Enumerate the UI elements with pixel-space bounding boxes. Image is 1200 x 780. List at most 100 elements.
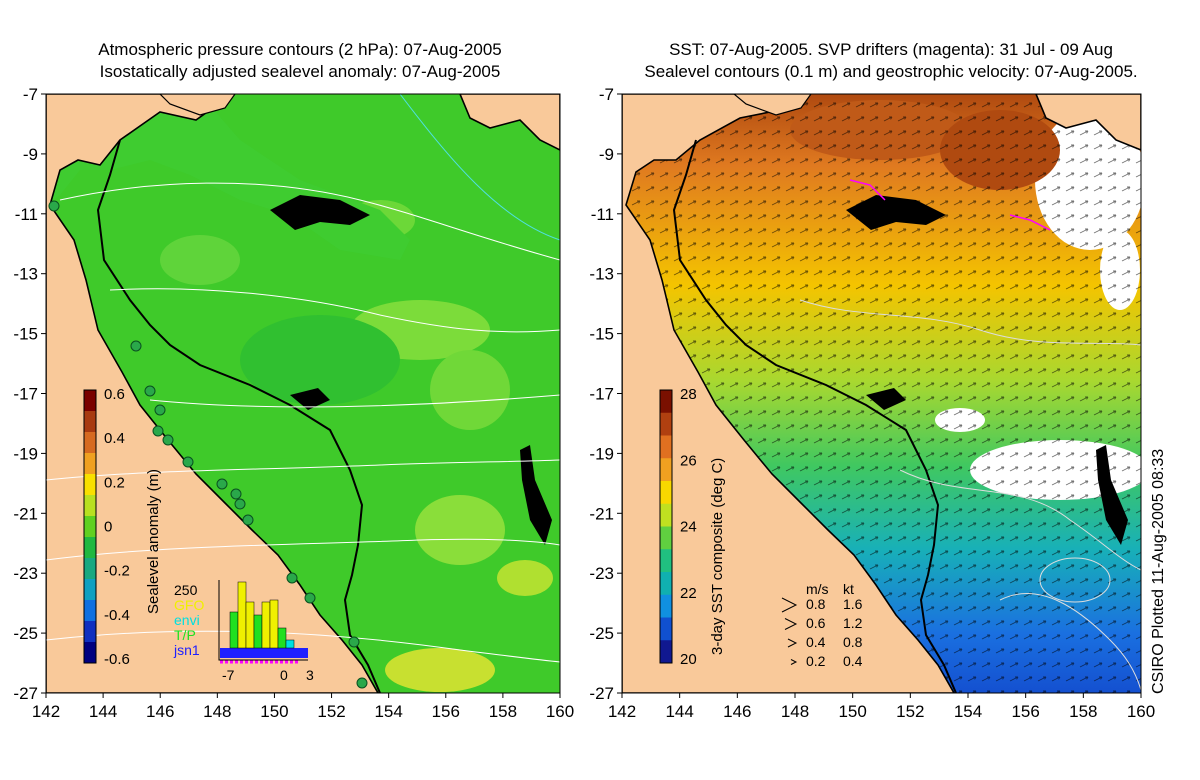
anomaly-blob [497, 560, 553, 596]
colorbar-tick-label: 22 [680, 585, 697, 602]
pressure-contour [46, 630, 560, 663]
y-tick-label: -17 [589, 385, 614, 404]
tide-gauge [216, 478, 228, 490]
velocity-legend: m/s kt 0.8 1.6 0.6 1.2 0.4 0.8 0.2 0.4 [781, 581, 863, 669]
tide-gauge [154, 404, 166, 416]
right-title-line1: SST: 07-Aug-2005. SVP drifters (magenta)… [669, 40, 1113, 59]
colorbar-tick-label: 24 [680, 519, 697, 536]
y-tick-label: -13 [589, 265, 614, 284]
colorbar-tick-label: 0.6 [104, 386, 125, 403]
y-tick-label: -19 [13, 444, 38, 463]
tide-gauge [356, 677, 368, 689]
inset-x-tick: 0 [280, 667, 288, 683]
right-map-field [622, 94, 1141, 693]
velocity-legend-kt: 1.6 [843, 596, 863, 612]
anomaly-blob [415, 495, 505, 565]
y-tick-label: -15 [13, 325, 38, 344]
colorbar-band [660, 412, 672, 436]
colorbar-band [84, 432, 96, 454]
right-map-title: SST: 07-Aug-2005. SVP drifters (magenta)… [596, 39, 1186, 83]
pressure-contour [149, 394, 560, 408]
island [270, 195, 370, 230]
x-tick-label: 160 [546, 702, 574, 721]
left-colorbar-ticks: 0.6 0.4 0.2 0 -0.2 -0.4 -0.6 [104, 386, 130, 668]
colorbar-band [660, 526, 672, 550]
tide-gauge [348, 636, 360, 648]
tide-gauge [130, 340, 142, 352]
x-tick-label: 144 [89, 702, 117, 721]
left-map-field [46, 94, 560, 693]
y-tick-label: -21 [13, 504, 38, 523]
land-mass-northeast [1035, 94, 1141, 151]
y-tick-label: -11 [15, 205, 38, 224]
x-tick-label: 150 [260, 702, 288, 721]
colorbar-band [660, 481, 672, 505]
velocity-legend-header-ms: m/s [806, 581, 829, 597]
inset-bar [245, 601, 255, 649]
inset-axes [218, 580, 308, 661]
inset-legend-label: jsn1 [173, 642, 200, 658]
tide-gauge [182, 456, 194, 468]
y-tick-label: -19 [589, 444, 614, 463]
tide-gauge [242, 514, 254, 526]
reef-edge [96, 139, 381, 693]
colorbar-band [660, 594, 672, 618]
y-tick-label: -7 [23, 85, 38, 104]
inset-x-tick: -7 [222, 667, 235, 683]
pressure-contour [109, 288, 560, 333]
velocity-legend-kt: 0.8 [843, 634, 863, 650]
inset-bar [261, 601, 271, 649]
colorbar-tick-label: 0.4 [104, 430, 125, 447]
left-map: 0.6 0.4 0.2 0 -0.2 -0.4 -0.6 Sealevel anomaly … [13, 85, 574, 721]
y-tick-label: -27 [589, 684, 614, 703]
inset-bars [220, 581, 308, 658]
velocity-legend-arrow [781, 597, 798, 613]
colorbar-tick-label: 20 [680, 651, 697, 668]
right-colorbar-label: 3-day SST composite (deg C) [709, 458, 726, 655]
colorbar-band [660, 617, 672, 641]
colorbar-tick-label: 0.2 [104, 474, 125, 491]
pressure-contour [59, 182, 560, 261]
colorbar-band [84, 495, 96, 517]
colorbar-band [84, 537, 96, 559]
y-tick-label: -7 [599, 85, 614, 104]
colorbar-band [84, 474, 96, 496]
x-tick-label: 148 [203, 702, 231, 721]
y-tick-label: -21 [589, 504, 614, 523]
inset-legend-label: GFO [174, 597, 204, 613]
colorbar-band [660, 458, 672, 482]
y-tick-label: -11 [591, 205, 614, 224]
x-tick-label: 148 [781, 702, 809, 721]
velocity-legend-ms: 0.2 [806, 653, 826, 669]
inset-bar [277, 627, 287, 649]
inset-bar [237, 581, 247, 649]
colorbar-band [84, 600, 96, 622]
land-mass-north [733, 94, 812, 116]
x-tick-label: 156 [1011, 702, 1039, 721]
left-title-line1: Atmospheric pressure contours (2 hPa): 0… [98, 40, 502, 59]
y-tick-label: -23 [13, 564, 38, 583]
inset-bar [285, 639, 295, 649]
sealevel-contour [799, 299, 1141, 346]
land-mass-northeast [459, 94, 560, 151]
right-colorbar: 28 26 24 22 20 3-day SST composite (deg C) [659, 386, 726, 668]
colorbar-band [84, 558, 96, 580]
left-map-title: Atmospheric pressure contours (2 hPa): 0… [40, 39, 560, 83]
colorbar-tick-label: 28 [680, 386, 697, 403]
x-tick-label: 152 [317, 702, 345, 721]
right-x-ticks: 142 144 146 148 150 152 154 156 158 160 [608, 693, 1155, 721]
inset-x-tick: 3 [306, 667, 314, 683]
right-y-ticks: -7 -9 -11 -13 -15 -17 -19 -21 -23 -25 -27 [589, 85, 622, 703]
tide-gauge [144, 385, 156, 397]
velocity-legend-header-kt: kt [843, 581, 854, 597]
y-tick-label: -9 [599, 145, 614, 164]
y-tick-label: -27 [13, 684, 38, 703]
velocity-legend-arrow [790, 659, 798, 665]
y-tick-label: -9 [23, 145, 38, 164]
velocity-legend-ms: 0.8 [806, 596, 826, 612]
x-tick-label: 144 [665, 702, 693, 721]
colorbar-tick-label: -0.6 [104, 651, 130, 668]
colorbar-band [660, 572, 672, 596]
x-tick-label: 152 [896, 702, 924, 721]
